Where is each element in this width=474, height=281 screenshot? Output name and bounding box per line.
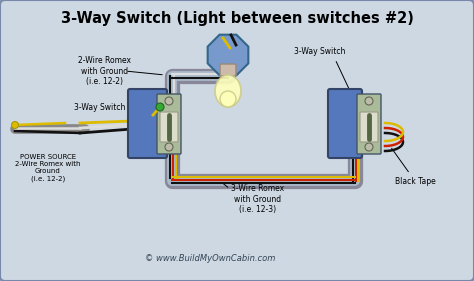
Ellipse shape: [215, 75, 241, 107]
Text: © www.BuildMyOwnCabin.com: © www.BuildMyOwnCabin.com: [145, 254, 275, 263]
Text: 3-Way Switch (Light between switches #2): 3-Way Switch (Light between switches #2): [61, 10, 413, 26]
Circle shape: [165, 143, 173, 151]
FancyBboxPatch shape: [328, 89, 362, 158]
Circle shape: [365, 97, 373, 105]
Text: 3-Way Switch: 3-Way Switch: [294, 46, 346, 56]
FancyBboxPatch shape: [220, 64, 236, 76]
Circle shape: [156, 103, 164, 111]
Circle shape: [220, 91, 236, 107]
Circle shape: [11, 121, 18, 128]
Circle shape: [365, 143, 373, 151]
Text: 3-Way Switch: 3-Way Switch: [74, 103, 126, 112]
Circle shape: [165, 97, 173, 105]
FancyBboxPatch shape: [128, 89, 167, 158]
Text: POWER SOURCE
2-Wire Romex with
Ground
(i.e. 12-2): POWER SOURCE 2-Wire Romex with Ground (i…: [15, 154, 81, 182]
FancyBboxPatch shape: [160, 112, 178, 142]
Text: 2-Wire Romex
with Ground
(i.e. 12-2): 2-Wire Romex with Ground (i.e. 12-2): [79, 56, 131, 86]
Text: Black Tape: Black Tape: [395, 176, 436, 185]
FancyBboxPatch shape: [360, 112, 378, 142]
Text: 3-Wire Romex
with Ground
(i.e. 12-3): 3-Wire Romex with Ground (i.e. 12-3): [231, 184, 284, 214]
FancyBboxPatch shape: [357, 94, 381, 154]
FancyBboxPatch shape: [157, 94, 181, 154]
